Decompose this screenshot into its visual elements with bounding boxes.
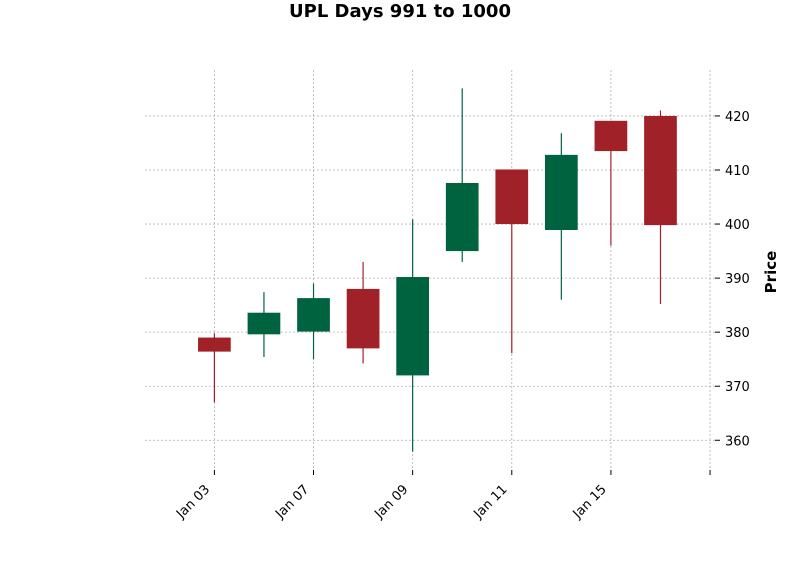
x-tick-label: Jan 03 (173, 482, 213, 522)
y-tick-label: 380 (725, 326, 750, 341)
grid (145, 70, 715, 470)
y-tick-label: 360 (725, 434, 750, 449)
candle-body (346, 288, 380, 349)
x-tick-label: Jan 07 (272, 482, 312, 522)
chart-title: UPL Days 991 to 1000 (289, 1, 511, 22)
y-tick-label: 420 (725, 110, 750, 125)
y-tick-label: 390 (725, 272, 750, 287)
candles (198, 88, 677, 452)
y-tick-label: 370 (725, 380, 750, 395)
candle-body (594, 120, 628, 152)
candle-body (396, 277, 430, 376)
candle-body (297, 298, 330, 332)
candle-body (495, 169, 529, 225)
candle-body (445, 182, 479, 252)
candle-body (544, 154, 578, 230)
x-tick-label: Jan 15 (570, 482, 610, 522)
y-tick-label: 400 (725, 218, 750, 233)
x-tick-label: Jan 09 (371, 482, 411, 522)
x-tick-label: Jan 11 (471, 482, 511, 522)
candle-body (247, 312, 281, 335)
candle-body (644, 115, 677, 226)
y-tick-label: 410 (725, 164, 750, 179)
candle-body (198, 337, 231, 352)
y-axis-label: Price (762, 251, 780, 294)
